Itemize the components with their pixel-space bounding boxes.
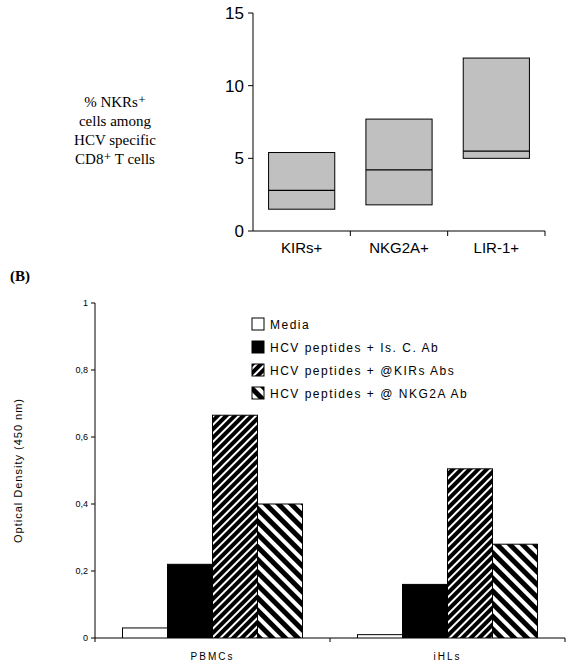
median-line	[366, 169, 432, 170]
range-box	[463, 58, 529, 158]
y-tick-label: 0,2	[75, 566, 88, 576]
bar	[403, 584, 448, 638]
y-tick-label: 0	[83, 633, 88, 643]
y-tick	[91, 437, 95, 438]
bar	[123, 628, 168, 638]
boxes	[269, 58, 530, 209]
chart-b: (B) 0 0,2 0,4 0,6 0,8 1 Optical Density (450 nm…	[10, 268, 565, 662]
y-axis	[95, 303, 96, 638]
y-tick	[91, 303, 95, 304]
range-box	[269, 153, 335, 210]
legend-swatch	[252, 364, 264, 376]
y-axis-label: % NKRs⁺ cells among HCV specific CD8⁺ T cel…	[74, 94, 156, 167]
y-tick-label: 0	[235, 222, 244, 241]
x-tick	[330, 638, 331, 642]
x-tick	[565, 638, 566, 642]
y-tick	[248, 85, 253, 86]
bar	[258, 504, 303, 638]
y-axis-label-line: HCV specific	[74, 132, 156, 148]
y-tick	[91, 370, 95, 371]
figure: 051015% NKRs⁺cells amongHCV specificCD8⁺…	[0, 0, 573, 669]
y-axis-label: Optical Density (450 nm)	[12, 398, 24, 543]
bar	[358, 635, 403, 638]
y-axis-label-line: CD8⁺ T cells	[75, 151, 155, 167]
y-tick-label: 10	[225, 77, 244, 96]
y-tick-label: 1	[83, 298, 88, 308]
x-tick-label: PBMCs	[191, 651, 235, 662]
bar	[168, 564, 213, 638]
range-box	[366, 119, 432, 205]
x-tick	[95, 638, 96, 642]
bar	[213, 415, 258, 638]
median-line	[269, 190, 335, 191]
x-tick-label: iHLs	[433, 651, 461, 662]
y-tick	[248, 13, 253, 14]
y-tick	[248, 231, 253, 232]
legend-swatch	[252, 318, 264, 330]
y-tick-label: 0,8	[75, 365, 88, 375]
chart-a: 0 5 10 15 % NKRs⁺ cells among HCV specific CD8⁺…	[74, 4, 545, 256]
y-tick-label: 5	[235, 149, 244, 168]
legend-label: Media	[270, 318, 310, 332]
x-tick	[447, 231, 448, 236]
x-axis	[253, 231, 545, 232]
y-tick-label: 0,4	[75, 499, 88, 509]
x-tick	[350, 231, 351, 236]
legend-label: HCV peptides + @KIRs Abs	[270, 364, 455, 378]
bar	[493, 544, 538, 638]
legend-swatch	[252, 387, 264, 399]
bars	[123, 415, 538, 638]
legend-label: HCV peptides + @ NKG2A Ab	[270, 387, 468, 401]
x-tick	[545, 231, 546, 236]
x-tick-label: NKG2A+	[369, 239, 429, 256]
legend: Media HCV peptides + Is. C. Ab HCV peptide…	[252, 318, 468, 401]
y-tick	[248, 158, 253, 159]
bar	[448, 469, 493, 638]
y-axis-label-line: % NKRs⁺	[84, 94, 146, 110]
y-axis-label-line: cells among	[79, 113, 152, 129]
y-tick-label: 0,6	[75, 432, 88, 442]
legend-label: HCV peptides + Is. C. Ab	[270, 341, 439, 355]
y-tick	[91, 504, 95, 505]
x-tick-label: KIRs+	[281, 239, 323, 256]
x-tick-label: LIR-1+	[474, 239, 520, 256]
legend-swatch	[252, 341, 264, 353]
y-axis	[253, 13, 254, 231]
median-line	[463, 150, 529, 151]
y-tick-label: 15	[225, 4, 244, 23]
title: (B)	[10, 268, 30, 285]
y-tick	[91, 571, 95, 572]
y-tick	[91, 638, 95, 639]
